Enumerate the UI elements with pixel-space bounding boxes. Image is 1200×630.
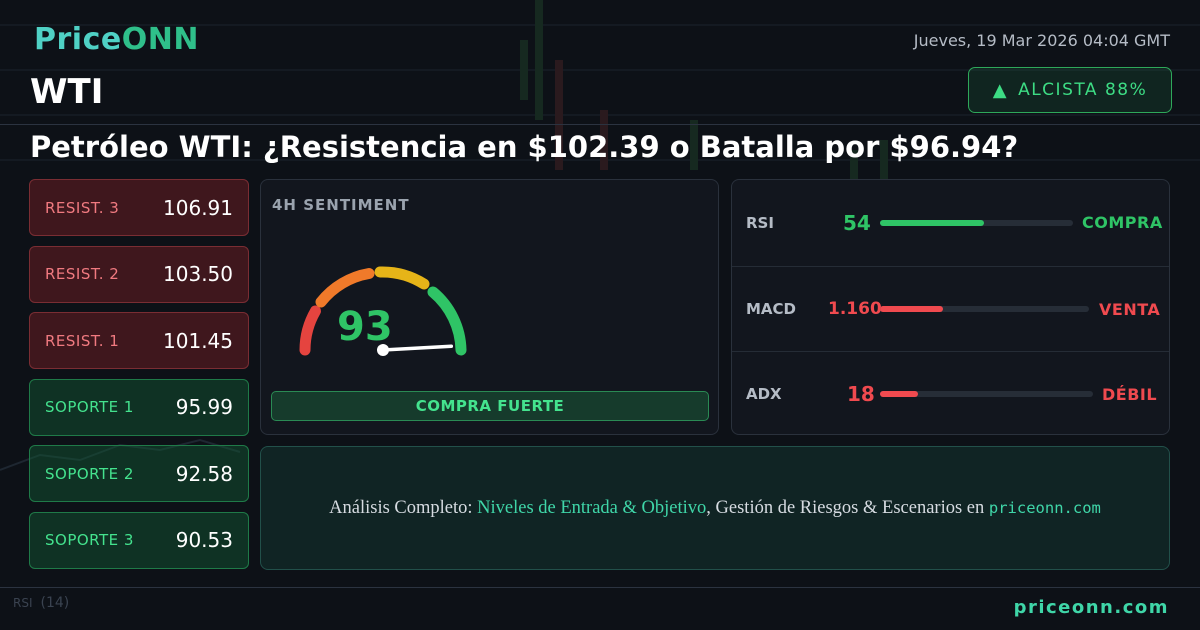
- indicator-bar: [880, 219, 1073, 226]
- brand-logo: PriceONN: [34, 22, 199, 57]
- headline: Petróleo WTI: ¿Resistencia en $102.39 o …: [30, 130, 1019, 164]
- banner-site-link[interactable]: priceonn.com: [988, 499, 1101, 517]
- brand-logo-part1: Price: [34, 22, 122, 57]
- banner-highlight[interactable]: Niveles de Entrada & Objetivo: [477, 497, 707, 518]
- background-rsi-period: (14): [40, 595, 70, 611]
- trend-label: ALCISTA 88%: [1018, 80, 1148, 100]
- indicator-bar: [880, 391, 1093, 397]
- sentiment-label: COMPRA FUERTE: [271, 391, 709, 421]
- symbol-title: WTI: [30, 72, 104, 112]
- trend-badge: ▲ ALCISTA 88%: [968, 67, 1172, 113]
- level-label: RESIST. 1: [45, 331, 120, 350]
- footer-divider: [0, 587, 1200, 588]
- indicator-rsi: RSI 54 COMPRA: [732, 180, 1169, 265]
- price-levels: RESIST. 3 106.91 RESIST. 2 103.50 RESIST…: [29, 179, 249, 578]
- header-divider: [0, 124, 1200, 125]
- banner-prefix: Análisis Completo:: [329, 497, 473, 518]
- indicator-adx: ADX 18 DÉBIL: [732, 351, 1169, 436]
- indicator-name: ADX: [746, 385, 782, 403]
- indicator-name: RSI: [746, 213, 774, 232]
- indicator-name: MACD: [746, 300, 796, 318]
- indicator-bar-fill: [880, 391, 919, 397]
- indicator-bar-fill: [880, 306, 943, 312]
- background-rsi-name: RSI: [13, 596, 33, 610]
- level-resistance-2: RESIST. 2 103.50: [29, 245, 249, 303]
- level-label: SOPORTE 1: [45, 398, 134, 416]
- level-support-3: SOPORTE 3 90.53: [29, 511, 249, 569]
- sentiment-title: 4H SENTIMENT: [272, 196, 410, 214]
- level-label: SOPORTE 2: [45, 464, 134, 483]
- analysis-banner[interactable]: Análisis Completo: Niveles de Entrada & …: [260, 446, 1170, 570]
- level-value: 106.91: [163, 195, 233, 220]
- indicator-signal: VENTA: [1099, 299, 1161, 319]
- level-value: 92.58: [175, 461, 233, 486]
- indicator-bar: [880, 306, 1089, 312]
- sentiment-value: 93: [337, 304, 393, 350]
- level-label: RESIST. 3: [45, 198, 120, 217]
- level-resistance-3: RESIST. 3 106.91: [29, 179, 249, 236]
- gauge-needle-hub: [377, 344, 389, 356]
- brand-logo-part2: ONN: [121, 22, 199, 57]
- gauge-needle: [381, 344, 454, 352]
- gauge-segment-yellow: [374, 266, 430, 290]
- level-value: 101.45: [163, 328, 233, 353]
- level-support-2: SOPORTE 2 92.58: [29, 445, 249, 502]
- indicators-card: RSI 54 COMPRA MACD 1.160 VENTA ADX 18 DÉ…: [731, 179, 1170, 435]
- gauge-segment-green: [427, 286, 467, 356]
- level-value: 103.50: [163, 262, 233, 286]
- gauge-segment-red: [299, 305, 321, 356]
- gauge-segment-orange: [315, 268, 375, 308]
- triangle-up-icon: ▲: [992, 79, 1009, 101]
- banner-middle: , Gestión de Riesgos & Escenarios en: [706, 497, 985, 518]
- level-value: 90.53: [175, 528, 233, 552]
- indicator-value: 54: [843, 210, 871, 235]
- indicator-value: 18: [847, 382, 875, 406]
- indicator-macd: MACD 1.160 VENTA: [732, 266, 1169, 351]
- background-rsi-label: RSI (14): [13, 595, 69, 611]
- indicator-bar-fill: [880, 219, 985, 226]
- footer-site-link[interactable]: priceonn.com: [1013, 597, 1169, 618]
- indicator-signal: DÉBIL: [1102, 384, 1158, 404]
- level-support-1: SOPORTE 1 95.99: [29, 378, 249, 436]
- indicator-signal: COMPRA: [1082, 213, 1163, 232]
- level-resistance-1: RESIST. 1 101.45: [29, 312, 249, 369]
- level-value: 95.99: [175, 395, 233, 419]
- level-label: SOPORTE 3: [45, 531, 134, 549]
- level-label: RESIST. 2: [45, 265, 120, 283]
- sentiment-card: 4H SENTIMENT 93 COMPRA FUERTE: [260, 179, 719, 435]
- sentiment-gauge: [299, 266, 467, 356]
- indicator-value: 1.160: [828, 299, 882, 319]
- datetime: Jueves, 19 Mar 2026 04:04 GMT: [913, 31, 1170, 50]
